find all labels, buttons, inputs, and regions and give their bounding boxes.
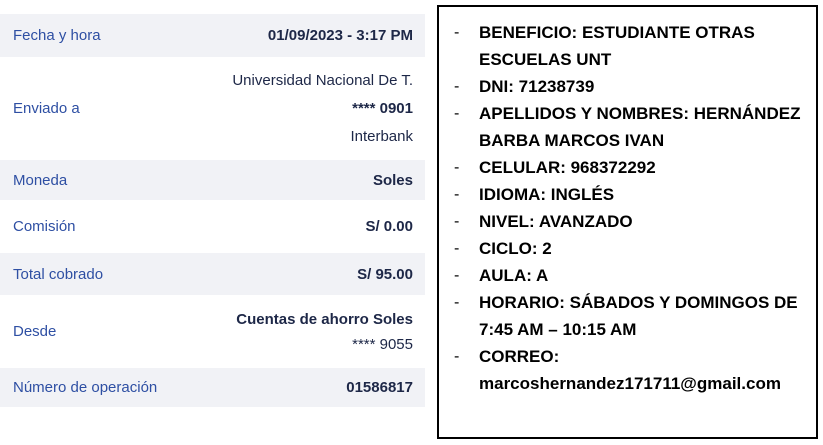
row-value-stack: Cuentas de ahorro Soles **** 9055 (236, 307, 413, 357)
list-item-aula: AULA: A (439, 262, 816, 289)
list-item-nivel: NIVEL: AVANZADO (439, 208, 816, 235)
receipt-row-numero-operacion: Número de operación 01586817 (0, 368, 425, 407)
recipient-bank: Interbank (350, 127, 413, 145)
row-value: Soles (372, 171, 413, 189)
row-value: 01586817 (346, 379, 413, 396)
row-value-stack: Universidad Nacional De T. **** 0901 Int… (232, 67, 413, 151)
row-value: 01/09/2023 - 3:17 PM (267, 27, 413, 44)
receipt-row-moneda: Moneda Soles (0, 160, 425, 200)
list-item-beneficio: BENEFICIO: ESTUDIANTE OTRAS ESCUELAS UNT (439, 19, 816, 73)
list-item-ciclo: CICLO: 2 (439, 235, 816, 262)
source-account-name: Cuentas de ahorro Soles (236, 310, 413, 328)
recipient-account-masked: **** 0901 (352, 99, 413, 117)
list-item-apellidos-nombres: APELLIDOS Y NOMBRES: HERNÁNDEZ BARBA MAR… (439, 100, 816, 154)
row-value: S/ 0.00 (365, 218, 413, 235)
row-value: S/ 95.00 (357, 265, 413, 283)
row-label: Desde (13, 323, 57, 340)
list-item-celular: CELULAR: 968372292 (439, 154, 816, 181)
row-label: Número de operación (13, 379, 158, 396)
receipt-row-comision: Comisión S/ 0.00 (0, 200, 425, 253)
row-label: Fecha y hora (13, 27, 101, 44)
receipt-row-total-cobrado: Total cobrado S/ 95.00 (0, 253, 425, 295)
list-item-horario: HORARIO: SÁBADOS Y DOMINGOS DE 7:45 AM –… (439, 289, 816, 343)
enrollment-info-list: BENEFICIO: ESTUDIANTE OTRAS ESCUELAS UNT… (439, 19, 816, 397)
row-label: Total cobrado (13, 265, 104, 283)
transfer-receipt-panel: Fecha y hora 01/09/2023 - 3:17 PM Enviad… (0, 0, 425, 407)
list-item-idioma: IDIOMA: INGLÉS (439, 181, 816, 208)
row-label: Moneda (13, 171, 68, 189)
source-account-masked: **** 9055 (352, 335, 413, 353)
receipt-top-spacer (0, 0, 425, 14)
list-item-correo: CORREO: marcoshernandez171711@gmail.com (439, 343, 816, 397)
enrollment-info-box: BENEFICIO: ESTUDIANTE OTRAS ESCUELAS UNT… (437, 5, 818, 439)
receipt-row-enviado-a: Enviado a Universidad Nacional De T. ***… (0, 57, 425, 160)
receipt-row-fecha: Fecha y hora 01/09/2023 - 3:17 PM (0, 14, 425, 57)
recipient-name: Universidad Nacional De T. (232, 71, 413, 89)
receipt-row-desde: Desde Cuentas de ahorro Soles **** 9055 (0, 295, 425, 368)
row-label: Enviado a (13, 100, 80, 117)
row-label: Comisión (13, 218, 76, 235)
list-item-dni: DNI: 71238739 (439, 73, 816, 100)
